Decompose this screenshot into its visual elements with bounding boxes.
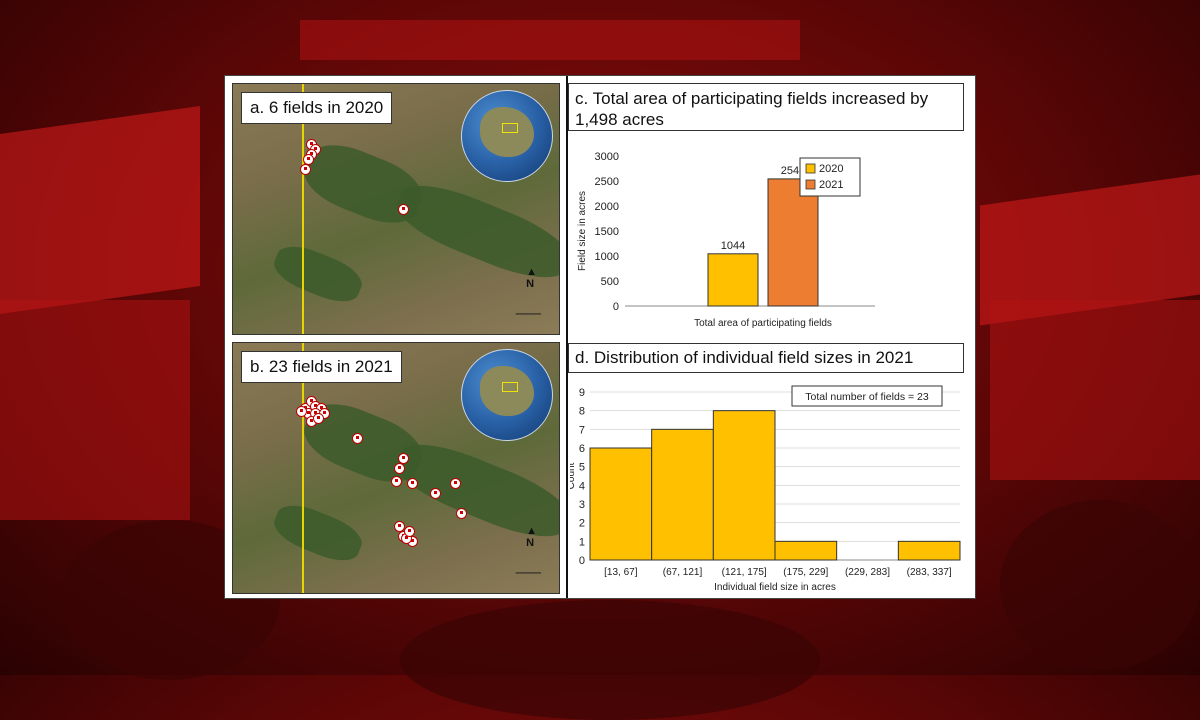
y-axis-label: Count bbox=[570, 462, 577, 489]
irrigated-cropland bbox=[268, 497, 368, 569]
field-location-pin bbox=[449, 478, 461, 489]
background-building bbox=[300, 20, 800, 60]
field-location-pin bbox=[430, 488, 442, 499]
field-location-pin bbox=[391, 475, 402, 487]
field-location-pin bbox=[296, 405, 308, 417]
y-tick-label: 9 bbox=[579, 387, 585, 399]
globe-inset bbox=[461, 90, 553, 182]
scale-bar: ━━━━━━━ bbox=[515, 571, 541, 577]
y-tick-label: 2000 bbox=[595, 201, 619, 213]
histogram-bar bbox=[712, 410, 776, 561]
background-tree bbox=[1000, 500, 1200, 670]
total-fields-annotation: Total number of fields = 23 bbox=[805, 391, 929, 403]
y-tick-label: 1000 bbox=[595, 251, 619, 263]
x-tick-label: (67, 121] bbox=[663, 567, 703, 578]
histogram-bar bbox=[774, 540, 838, 561]
field-location-pin bbox=[404, 525, 416, 537]
x-tick-label: (283, 337] bbox=[907, 567, 952, 578]
field-location-pin bbox=[456, 508, 468, 519]
y-tick-label: 4 bbox=[579, 480, 585, 492]
data-label: 1044 bbox=[721, 240, 745, 252]
y-tick-label: 0 bbox=[579, 555, 585, 567]
field-location-pin bbox=[407, 478, 419, 489]
field-location-pin bbox=[299, 164, 311, 175]
study-area-box bbox=[502, 382, 518, 392]
map-label: a. 6 fields in 2020 bbox=[241, 92, 393, 124]
y-tick-label: 500 bbox=[601, 276, 619, 288]
chart-c-title: c. Total area of participating fields in… bbox=[568, 83, 964, 131]
y-tick-label: 8 bbox=[579, 406, 585, 418]
annotation-box bbox=[791, 385, 943, 407]
x-tick-label: [13, 67] bbox=[604, 567, 638, 578]
area-bar-chart: 0 500 1000 1500 2000 2500 3000 Field size in ac… bbox=[577, 151, 875, 329]
legend-swatch bbox=[805, 179, 816, 190]
map-2020: a. 6 fields in 2020 ▲ N ━━━━━━━ bbox=[232, 83, 560, 335]
field-location-pin bbox=[351, 433, 363, 444]
y-tick-label: 0 bbox=[613, 301, 619, 313]
chart-d-title: d. Distribution of individual field size… bbox=[568, 343, 964, 373]
field-size-histogram: 0 1 2 3 4 5 6 7 8 9 Count [13, 67] (67, 121] (121, 17… bbox=[570, 385, 961, 593]
x-axis-label: Total area of participating fields bbox=[694, 318, 832, 329]
state-border-line bbox=[302, 343, 304, 593]
state-border-line bbox=[302, 84, 304, 334]
legend-label: 2020 bbox=[819, 163, 843, 175]
y-tick-label: 2500 bbox=[595, 176, 619, 188]
map-label: b. 23 fields in 2021 bbox=[241, 351, 402, 383]
study-area-box bbox=[502, 123, 518, 133]
scale-bar: ━━━━━━━ bbox=[515, 312, 541, 318]
background-roof bbox=[0, 105, 200, 315]
y-tick-label: 1500 bbox=[595, 226, 619, 238]
background-building bbox=[0, 300, 190, 520]
y-tick-label: 3000 bbox=[595, 151, 619, 163]
x-tick-label: (229, 283] bbox=[845, 567, 890, 578]
bar-2021 bbox=[767, 178, 819, 307]
histogram-bar bbox=[651, 428, 714, 561]
y-axis-label: Field size in acres bbox=[577, 191, 588, 271]
figure-panel: a. 6 fields in 2020 ▲ N ━━━━━━━ b. 23 fie… bbox=[224, 75, 976, 599]
north-arrow-icon: ▲ N bbox=[526, 525, 537, 549]
y-tick-label: 5 bbox=[579, 462, 585, 474]
bar-2020 bbox=[707, 253, 759, 307]
legend-label: 2021 bbox=[819, 179, 843, 191]
field-location-pin bbox=[397, 204, 409, 215]
legend-swatch bbox=[805, 163, 816, 174]
globe-inset bbox=[461, 349, 553, 441]
y-tick-label: 3 bbox=[579, 499, 585, 511]
x-axis-label: Individual field size in acres bbox=[714, 582, 836, 593]
background-tree bbox=[400, 600, 820, 720]
north-arrow-icon: ▲ N bbox=[526, 266, 537, 290]
histogram-bar bbox=[897, 540, 961, 561]
field-location-pin bbox=[394, 463, 406, 474]
background-building bbox=[990, 300, 1200, 480]
map-2021: b. 23 fields in 2021 ▲ N ━━━━━━━ bbox=[232, 342, 560, 594]
histogram-bar bbox=[589, 447, 653, 561]
y-tick-label: 1 bbox=[579, 536, 585, 548]
field-location-pin bbox=[312, 413, 324, 424]
irrigated-cropland bbox=[268, 238, 368, 310]
panel-divider bbox=[566, 76, 568, 598]
y-tick-label: 6 bbox=[579, 443, 585, 455]
y-tick-label: 2 bbox=[579, 518, 585, 530]
y-tick-label: 7 bbox=[579, 424, 585, 436]
x-tick-label: (121, 175] bbox=[722, 567, 767, 578]
data-label: 2542 bbox=[781, 165, 805, 177]
x-tick-label: (175, 229] bbox=[783, 567, 828, 578]
